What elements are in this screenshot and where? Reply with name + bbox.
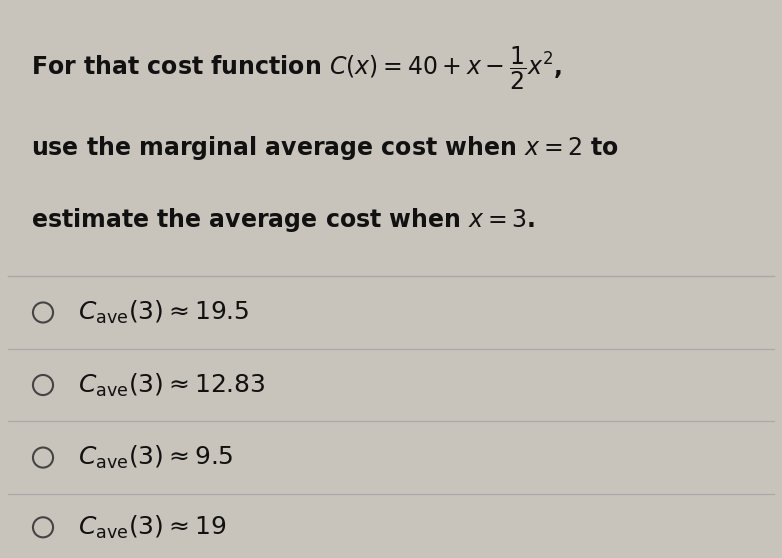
Text: $C_{\mathrm{ave}}(3) \approx 19.5$: $C_{\mathrm{ave}}(3) \approx 19.5$ <box>78 299 249 326</box>
Text: $C_{\mathrm{ave}}(3) \approx 19$: $C_{\mathrm{ave}}(3) \approx 19$ <box>78 514 226 541</box>
Text: For that cost function $C(x) = 40 + x - \dfrac{1}{2}x^2$,: For that cost function $C(x) = 40 + x - … <box>31 45 562 92</box>
Text: estimate the average cost when $x = 3$.: estimate the average cost when $x = 3$. <box>31 206 536 234</box>
Text: $C_{\mathrm{ave}}(3) \approx 9.5$: $C_{\mathrm{ave}}(3) \approx 9.5$ <box>78 444 234 471</box>
Text: use the marginal average cost when $x = 2$ to: use the marginal average cost when $x = … <box>31 134 619 162</box>
Text: $C_{\mathrm{ave}}(3) \approx 12.83$: $C_{\mathrm{ave}}(3) \approx 12.83$ <box>78 372 265 398</box>
